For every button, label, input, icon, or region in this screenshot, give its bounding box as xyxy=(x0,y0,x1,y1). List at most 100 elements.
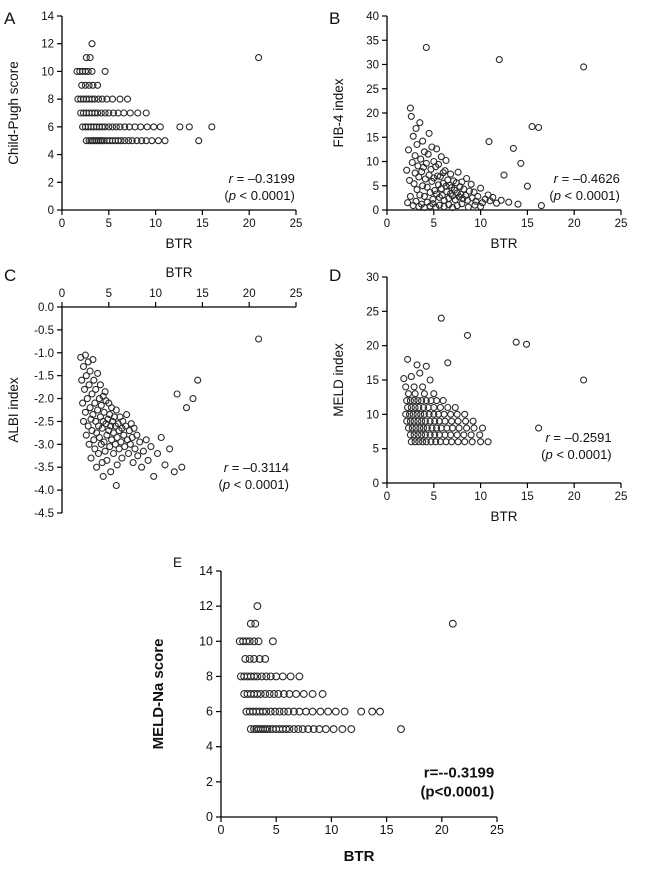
scatter-point xyxy=(318,690,327,698)
scatter-point xyxy=(133,431,141,439)
scatter-point xyxy=(448,619,457,628)
scatter-point xyxy=(91,95,99,103)
scatter-point xyxy=(426,431,434,439)
panel-E-chart: 0 5 10 15 20 25 0 2 4 6 8 10 12 14 BTR MELD-Na score Er=… xyxy=(150,555,504,865)
scatter-point xyxy=(309,725,318,734)
y-tick-label: 30 xyxy=(366,272,379,284)
scatter-point xyxy=(418,397,426,405)
scatter-point xyxy=(84,67,92,75)
scatter-point xyxy=(105,109,113,117)
scatter-point xyxy=(431,187,439,195)
scatter-point xyxy=(580,376,588,384)
scatter-point xyxy=(250,672,259,681)
scatter-point xyxy=(412,124,420,133)
scatter-point xyxy=(454,168,462,176)
scatter-point xyxy=(166,445,174,453)
scatter-point xyxy=(403,166,411,174)
scatter-point xyxy=(433,424,441,432)
scatter-point xyxy=(79,417,88,425)
scatter-point xyxy=(477,203,485,211)
scatter-point xyxy=(428,424,436,432)
scatter-point xyxy=(418,168,426,176)
scatter-point xyxy=(259,707,267,716)
x-tick-label: 5 xyxy=(431,491,437,503)
scatter-point xyxy=(406,192,414,200)
scatter-point xyxy=(138,463,146,471)
scatter-point xyxy=(509,144,517,152)
y-axis-title: MELD-Na score xyxy=(150,639,167,750)
scatter-point xyxy=(170,468,178,476)
scatter-point xyxy=(448,424,457,432)
scatter-point xyxy=(94,369,102,377)
scatter-point xyxy=(474,192,482,200)
scatter-point xyxy=(182,404,191,412)
scatter-point xyxy=(83,395,91,403)
scatter-point xyxy=(419,403,428,412)
scatter-point xyxy=(422,43,430,52)
scatter-point xyxy=(416,191,424,199)
y-tick-label: 35 xyxy=(366,35,379,47)
scatter-point xyxy=(537,202,545,210)
scatter-point xyxy=(117,438,125,446)
scatter-point xyxy=(284,707,293,716)
scatter-point xyxy=(420,390,428,398)
scatter-point xyxy=(463,174,471,183)
scatter-point xyxy=(79,399,87,407)
x-tick-label: 10 xyxy=(149,288,162,300)
scatter-point xyxy=(256,690,265,698)
x-tick-label: 20 xyxy=(568,491,581,503)
scatter-point xyxy=(112,481,120,490)
scatter-point xyxy=(400,375,408,383)
scatter-point xyxy=(416,119,424,127)
scatter-point xyxy=(98,137,106,145)
scatter-point xyxy=(81,67,89,75)
scatter-point xyxy=(447,410,455,418)
scatter-point xyxy=(428,143,436,151)
annotation-line: r = –0.3114 xyxy=(224,460,289,475)
scatter-point xyxy=(161,461,169,469)
scatter-point xyxy=(453,202,461,210)
scatter-point xyxy=(340,707,349,716)
scatter-point xyxy=(413,361,421,369)
scatter-point xyxy=(405,176,414,184)
scatter-point xyxy=(121,123,129,131)
scatter-point xyxy=(522,340,531,348)
scatter-point xyxy=(250,654,259,663)
panel-c-albi: 0 5 10 15 20 25 0.0 -0.5 -1.0 -1.5 -2.0 -2.5 -3.0 -3.… xyxy=(4,261,320,534)
scatter-point xyxy=(413,140,421,149)
scatter-point xyxy=(142,109,150,117)
x-tick-label: 15 xyxy=(196,288,209,300)
scatter-point xyxy=(411,403,419,412)
panel-letter: C xyxy=(4,266,16,285)
x-tick-label: 0 xyxy=(59,218,65,230)
scatter-point xyxy=(403,397,411,405)
x-tick-label: 10 xyxy=(474,491,487,503)
scatter-point xyxy=(80,385,89,393)
scatter-point xyxy=(424,150,432,158)
scatter-point xyxy=(279,707,288,716)
scatter-point xyxy=(153,449,162,458)
scatter-point xyxy=(441,417,449,425)
scatter-point xyxy=(357,707,366,716)
x-tick-label: 15 xyxy=(521,218,534,230)
scatter-point xyxy=(426,417,434,425)
scatter-point xyxy=(126,440,134,448)
scatter-point xyxy=(109,109,118,117)
y-tick-label: 4 xyxy=(206,740,213,754)
scatter-point xyxy=(404,199,412,207)
scatter-point xyxy=(295,672,304,681)
scatter-point xyxy=(410,383,418,391)
scatter-point xyxy=(410,417,418,425)
scatter-point xyxy=(430,403,438,412)
scatter-point xyxy=(292,690,301,698)
scatter-point xyxy=(82,431,90,439)
scatter-point xyxy=(500,171,508,179)
scatter-point xyxy=(112,123,120,131)
scatter-point xyxy=(463,331,472,339)
x-axis-title: BTR xyxy=(491,236,518,251)
scatter-point xyxy=(468,438,476,446)
scatter-point xyxy=(94,109,102,117)
scatter-point xyxy=(147,443,155,451)
scatter-point xyxy=(412,197,420,205)
scatter-point xyxy=(410,180,418,188)
